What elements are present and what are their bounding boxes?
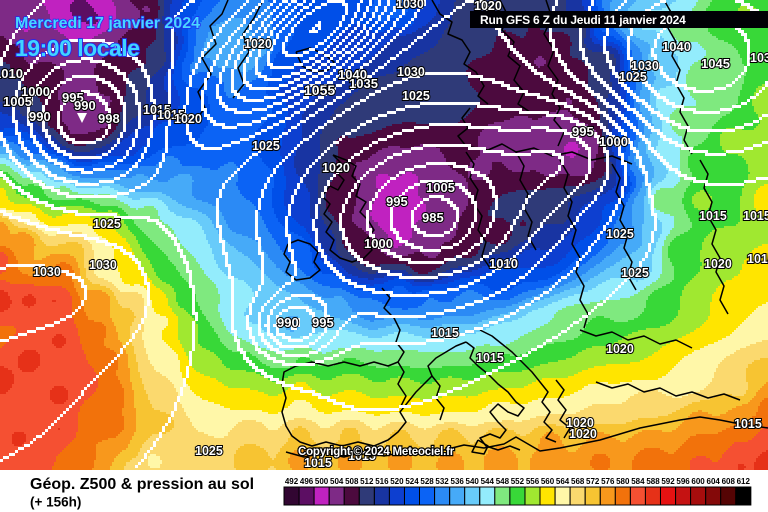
svg-text:1000: 1000 [21, 84, 50, 99]
svg-text:1045: 1045 [701, 56, 730, 71]
svg-text:496: 496 [300, 477, 314, 486]
svg-text:504: 504 [330, 477, 344, 486]
svg-text:1020: 1020 [569, 427, 597, 441]
svg-text:1010: 1010 [0, 66, 23, 81]
svg-text:1020: 1020 [174, 112, 202, 126]
svg-text:568: 568 [571, 477, 585, 486]
svg-text:1040: 1040 [662, 39, 691, 54]
svg-text:Mercredi 17 janvier 2024: Mercredi 17 janvier 2024 [15, 15, 200, 32]
svg-text:(+ 156h): (+ 156h) [30, 495, 81, 510]
svg-text:995: 995 [572, 124, 594, 139]
svg-text:572: 572 [586, 477, 600, 486]
svg-text:1030: 1030 [89, 258, 117, 272]
svg-text:1025: 1025 [606, 227, 634, 241]
svg-text:564: 564 [556, 477, 570, 486]
svg-text:1015: 1015 [348, 449, 376, 463]
svg-text:1015: 1015 [747, 252, 768, 266]
svg-text:532: 532 [435, 477, 449, 486]
svg-text:556: 556 [526, 477, 540, 486]
svg-text:1015: 1015 [304, 456, 332, 470]
svg-text:508: 508 [345, 477, 359, 486]
svg-text:Géop. Z500 & pression au sol: Géop. Z500 & pression au sol [30, 476, 254, 493]
svg-text:1015: 1015 [143, 103, 171, 117]
svg-text:1020: 1020 [566, 416, 594, 430]
svg-text:1025: 1025 [195, 444, 223, 458]
svg-text:1005: 1005 [3, 94, 32, 109]
svg-text:995: 995 [62, 90, 84, 105]
svg-text:1015: 1015 [743, 209, 768, 223]
svg-text:1020: 1020 [244, 37, 272, 51]
svg-text:580: 580 [616, 477, 630, 486]
svg-text:516: 516 [375, 477, 389, 486]
svg-text:492: 492 [285, 477, 299, 486]
svg-text:19:00 locale: 19:00 locale [15, 35, 139, 61]
svg-text:1020: 1020 [704, 257, 732, 271]
svg-text:540: 540 [466, 477, 480, 486]
svg-text:600: 600 [691, 477, 705, 486]
svg-text:1025: 1025 [402, 89, 430, 103]
svg-text:1015: 1015 [734, 417, 762, 431]
svg-text:1025: 1025 [252, 139, 280, 153]
svg-text:995: 995 [386, 194, 408, 209]
svg-text:1005: 1005 [426, 180, 455, 195]
svg-text:524: 524 [405, 477, 419, 486]
svg-text:1055: 1055 [304, 82, 335, 98]
svg-text:612: 612 [737, 477, 751, 486]
svg-text:576: 576 [601, 477, 615, 486]
svg-text:1020: 1020 [322, 161, 350, 175]
svg-text:1000: 1000 [599, 134, 628, 149]
svg-text:596: 596 [676, 477, 690, 486]
svg-text:990: 990 [277, 315, 299, 330]
svg-text:608: 608 [722, 477, 736, 486]
svg-text:1025: 1025 [619, 70, 647, 84]
svg-text:1035: 1035 [349, 76, 378, 91]
svg-text:520: 520 [390, 477, 404, 486]
svg-text:588: 588 [646, 477, 660, 486]
svg-text:1030: 1030 [33, 265, 61, 279]
svg-text:1030: 1030 [396, 0, 424, 11]
svg-text:592: 592 [661, 477, 675, 486]
svg-text:1010: 1010 [489, 256, 518, 271]
svg-text:552: 552 [511, 477, 525, 486]
svg-text:990: 990 [74, 98, 96, 113]
svg-text:1025: 1025 [93, 217, 121, 231]
svg-text:998: 998 [98, 111, 120, 126]
svg-text:560: 560 [541, 477, 555, 486]
svg-text:584: 584 [631, 477, 645, 486]
svg-text:536: 536 [451, 477, 465, 486]
svg-text:990: 990 [29, 109, 51, 124]
svg-text:1015: 1015 [699, 209, 727, 223]
svg-text:604: 604 [707, 477, 721, 486]
svg-text:1030: 1030 [397, 65, 425, 79]
svg-text:1040: 1040 [338, 67, 367, 82]
svg-text:Copyright © 2024 Meteociel.fr: Copyright © 2024 Meteociel.fr [298, 446, 455, 458]
svg-text:1015: 1015 [476, 351, 504, 365]
svg-text:995: 995 [312, 315, 334, 330]
svg-text:1030: 1030 [631, 59, 659, 73]
svg-text:1015: 1015 [431, 326, 459, 340]
svg-text:528: 528 [420, 477, 434, 486]
svg-text:1015: 1015 [157, 108, 185, 122]
svg-text:Run GFS 6 Z du Jeudi 11 janvie: Run GFS 6 Z du Jeudi 11 janvier 2024 [480, 13, 686, 27]
svg-text:544: 544 [481, 477, 495, 486]
svg-text:500: 500 [315, 477, 329, 486]
svg-text:1000: 1000 [364, 236, 393, 251]
svg-text:1020: 1020 [474, 0, 502, 13]
svg-text:548: 548 [496, 477, 510, 486]
svg-text:985: 985 [422, 210, 444, 225]
svg-text:1025: 1025 [621, 266, 649, 280]
svg-text:1030: 1030 [750, 51, 768, 65]
svg-text:1020: 1020 [606, 342, 634, 356]
svg-text:512: 512 [360, 477, 374, 486]
